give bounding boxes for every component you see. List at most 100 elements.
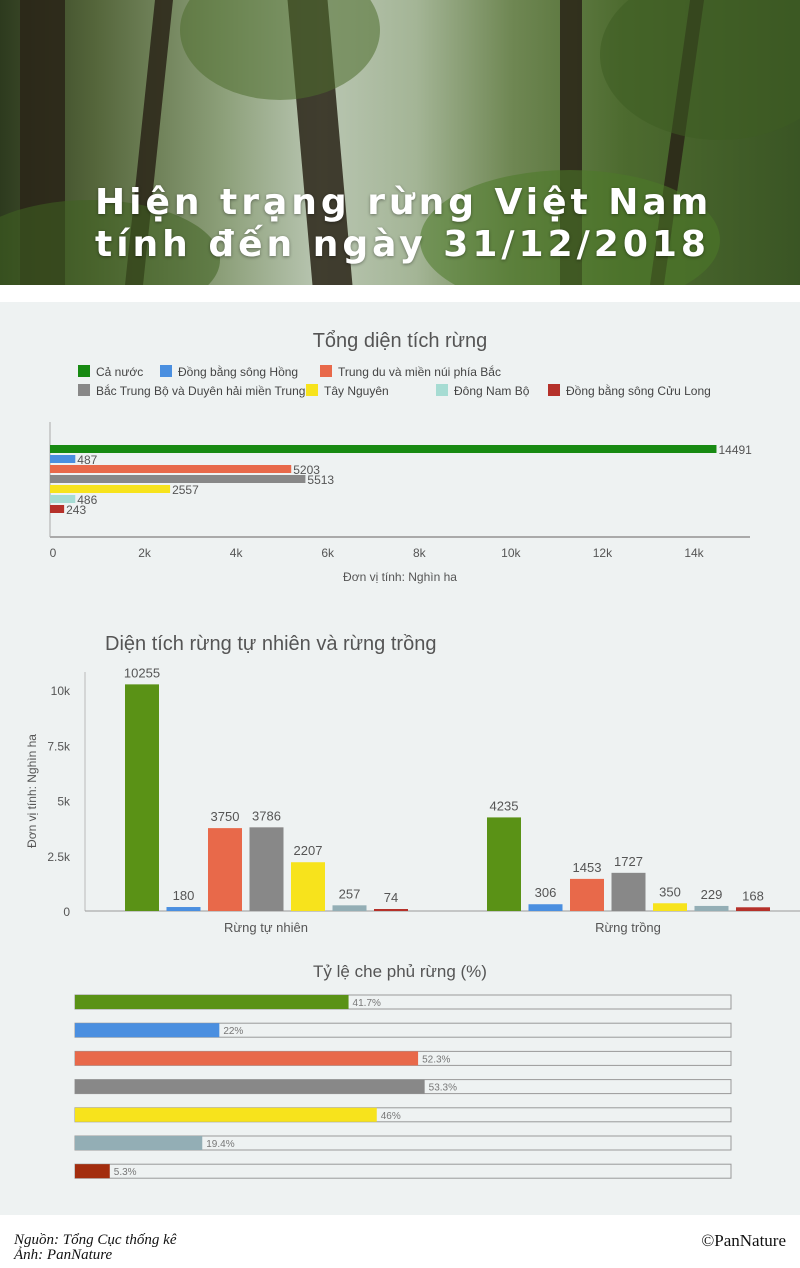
bar (208, 828, 242, 911)
source-text: Nguồn: Tổng Cục thống kê (14, 1232, 177, 1248)
bar-track (74, 1163, 732, 1179)
data-label: 10255 (124, 665, 160, 680)
page-title: Hiện trạng rừng Việt Nam tính đến ngày 31… (95, 182, 712, 266)
legend-label: Tây Nguyên (324, 384, 389, 398)
data-label: 243 (66, 503, 86, 517)
data-label: 306 (535, 885, 557, 900)
brand-logo: ©PanNature (701, 1231, 786, 1250)
x-tick-label: 0 (50, 546, 57, 560)
x-axis-label: Đơn vị tính: Nghìn ha (343, 570, 457, 584)
bar (487, 817, 521, 911)
bar (50, 475, 306, 483)
forest-cover-chart: Tỷ lệ che phủ rừng (%) 41.7% 22% 52.3% 53.3%… (74, 962, 732, 1179)
y-axis-label: Đơn vị tính: Nghìn ha (25, 734, 39, 848)
photo-credit: Ảnh: PanNature (14, 1247, 113, 1263)
bar (249, 827, 284, 911)
data-label: 229 (701, 887, 723, 902)
x-tick-label: 12k (593, 546, 613, 560)
legend-label: Đông Nam Bộ (454, 384, 530, 398)
legend-swatch (78, 384, 90, 396)
total-forest-area-chart: Tổng diện tích rừng Cả nước Đồng bằng sông… (49, 330, 752, 584)
bar-fill (75, 995, 349, 1009)
x-tick-label: 10k (501, 546, 521, 560)
y-tick-label: 7.5k (47, 739, 71, 753)
data-label: 14491 (718, 443, 752, 457)
legend-swatch (548, 384, 560, 396)
data-label: 1727 (614, 854, 643, 869)
bar (736, 907, 770, 911)
bar-fill (75, 1107, 377, 1122)
bar (291, 862, 325, 911)
data-label: 2207 (294, 843, 323, 858)
bar-fill (75, 1164, 110, 1179)
bar-fill (75, 1023, 220, 1038)
y-tick-label: 5k (57, 795, 71, 809)
data-label: 52.3% (422, 1054, 450, 1065)
data-label: 350 (659, 884, 681, 899)
bar-fill (75, 1136, 203, 1150)
bar (694, 905, 729, 911)
header-banner: Hiện trạng rừng Việt Nam tính đến ngày 31… (0, 0, 800, 285)
title-line-1: Hiện trạng rừng Việt Nam (95, 182, 713, 223)
data-label: 1453 (573, 860, 602, 875)
data-label: 74 (384, 890, 398, 905)
chart-title: Diện tích rừng tự nhiên và rừng trồng (105, 633, 436, 655)
data-label: 3786 (252, 808, 281, 823)
legend-label: Cả nước (96, 365, 143, 379)
legend-label: Đồng bằng sông Hồng (178, 364, 298, 379)
bar (332, 905, 367, 911)
x-tick-label: 8k (413, 546, 427, 560)
title-line-2: tính đến ngày 31/12/2018 (95, 224, 710, 265)
bar-fill (75, 1051, 419, 1066)
legend-swatch (436, 384, 448, 396)
charts-panel: Tổng diện tích rừng Cả nước Đồng bằng sông… (0, 302, 800, 1215)
legend-swatch (78, 365, 90, 377)
bar (570, 878, 604, 911)
legend-swatch (160, 365, 172, 377)
legend-swatch (306, 384, 318, 396)
bar (528, 904, 563, 911)
chart-title: Tỷ lệ che phủ rừng (%) (313, 962, 487, 981)
data-label: 180 (173, 888, 195, 903)
data-label: 4235 (490, 798, 519, 813)
bar (50, 465, 292, 473)
category-label: Rừng tự nhiên (224, 920, 308, 935)
data-label: 168 (742, 888, 764, 903)
bar (125, 684, 159, 911)
bar (50, 445, 717, 453)
x-tick-label: 2k (138, 546, 152, 560)
data-label: 257 (339, 886, 361, 901)
data-label: 2557 (172, 483, 199, 497)
data-label: 3750 (211, 809, 240, 824)
bar (166, 907, 201, 911)
data-label: 487 (77, 453, 97, 467)
chart-title: Tổng diện tích rừng (313, 330, 488, 352)
footer: Nguồn: Tổng Cục thống kê Ảnh: PanNature … (0, 1215, 800, 1268)
legend-swatch (320, 365, 332, 377)
bar (374, 909, 408, 911)
legend-label: Bắc Trung Bộ và Duyên hải miền Trung (96, 383, 305, 398)
data-label: 5513 (307, 473, 334, 487)
data-label: 486 (77, 493, 97, 507)
category-label: Rừng trồng (595, 920, 661, 935)
legend-label: Đồng bằng sông Cửu Long (566, 383, 711, 398)
data-label: 22% (223, 1026, 243, 1037)
natural-planted-forest-chart: Diện tích rừng tự nhiên và rừng trồng 0 2.… (25, 633, 800, 935)
x-tick-label: 6k (321, 546, 335, 560)
data-label: 46% (381, 1111, 401, 1122)
y-tick-label: 0 (63, 905, 70, 919)
data-label: 19.4% (206, 1139, 234, 1150)
bar (611, 872, 646, 911)
y-tick-label: 10k (51, 684, 71, 698)
bar (50, 495, 76, 503)
bar (50, 505, 65, 513)
x-tick-label: 4k (230, 546, 244, 560)
x-tick-label: 14k (684, 546, 704, 560)
data-label: 5203 (293, 463, 320, 477)
y-tick-label: 2.5k (47, 850, 71, 864)
bar-fill (75, 1079, 425, 1094)
bar (50, 485, 171, 493)
legend-label: Trung du và miền núi phía Bắc (338, 364, 501, 379)
data-label: 53.3% (429, 1083, 457, 1094)
bar (50, 455, 76, 463)
